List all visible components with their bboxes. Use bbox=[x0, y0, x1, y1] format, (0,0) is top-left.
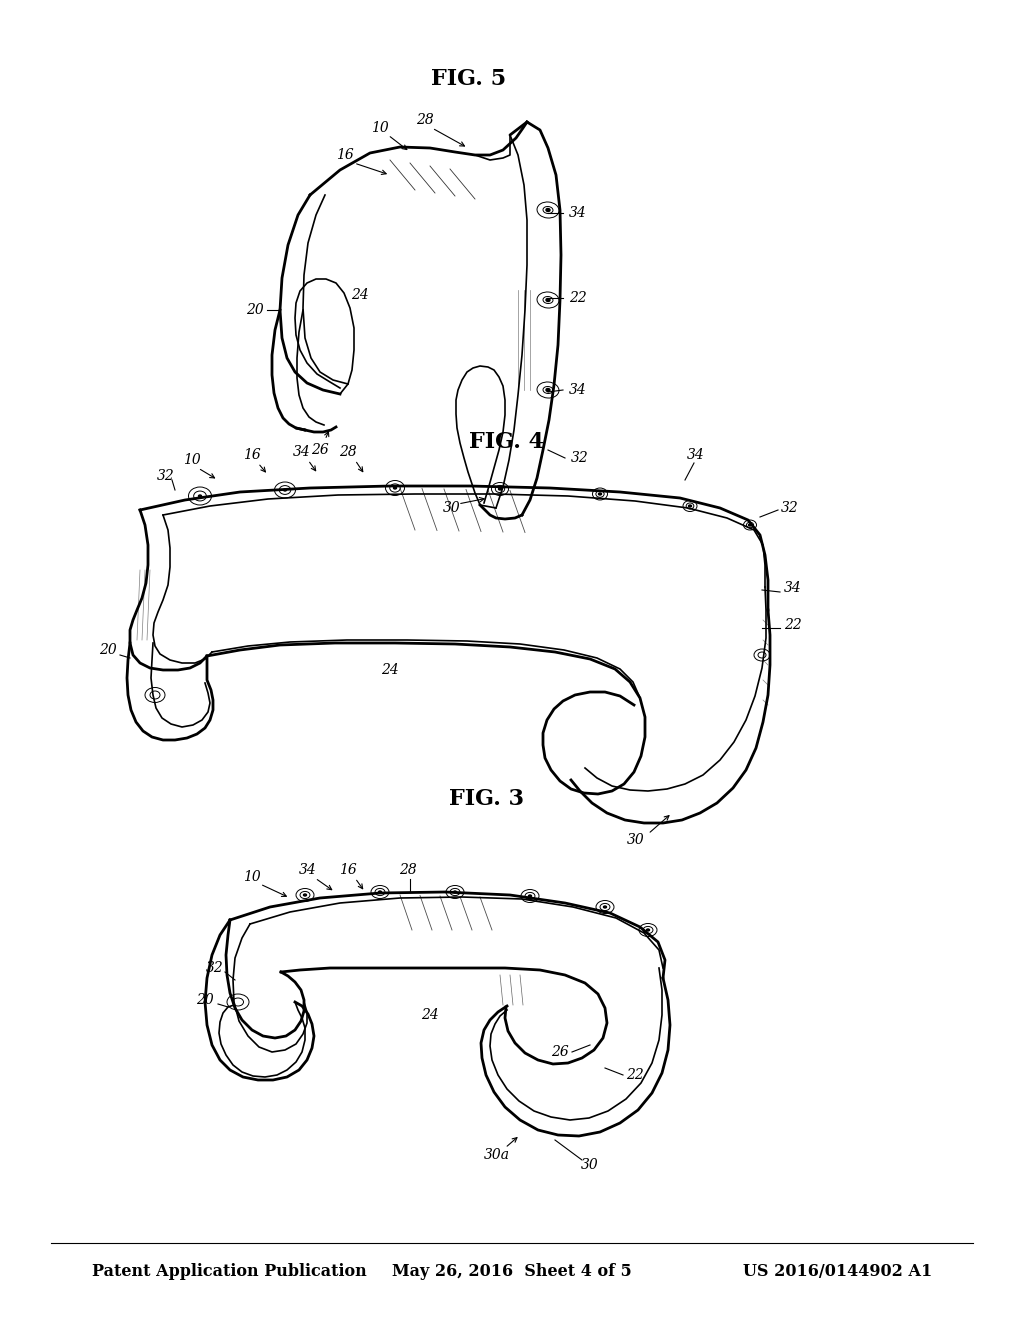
Text: 26: 26 bbox=[311, 444, 329, 457]
Text: 22: 22 bbox=[626, 1068, 644, 1082]
Ellipse shape bbox=[303, 894, 306, 896]
Text: 10: 10 bbox=[243, 870, 261, 884]
Text: 22: 22 bbox=[784, 618, 802, 632]
Text: FIG. 5: FIG. 5 bbox=[431, 69, 507, 90]
Text: 34: 34 bbox=[687, 447, 705, 462]
Ellipse shape bbox=[379, 891, 382, 894]
Ellipse shape bbox=[546, 298, 550, 301]
Text: 32: 32 bbox=[781, 502, 799, 515]
Text: 26: 26 bbox=[551, 1045, 569, 1059]
Text: 30: 30 bbox=[443, 502, 461, 515]
Ellipse shape bbox=[546, 209, 550, 211]
Text: May 26, 2016  Sheet 4 of 5: May 26, 2016 Sheet 4 of 5 bbox=[392, 1263, 632, 1280]
Ellipse shape bbox=[528, 895, 531, 898]
Text: 30a: 30a bbox=[484, 1148, 510, 1162]
Text: 16: 16 bbox=[243, 447, 261, 462]
Text: 24: 24 bbox=[381, 663, 399, 677]
Text: 20: 20 bbox=[197, 993, 214, 1007]
Text: US 2016/0144902 A1: US 2016/0144902 A1 bbox=[742, 1263, 932, 1280]
Text: 20: 20 bbox=[99, 643, 117, 657]
Ellipse shape bbox=[284, 488, 287, 491]
Text: 16: 16 bbox=[339, 863, 357, 876]
Text: Patent Application Publication: Patent Application Publication bbox=[92, 1263, 367, 1280]
Text: FIG. 3: FIG. 3 bbox=[449, 788, 524, 809]
Text: 34: 34 bbox=[293, 445, 311, 459]
Text: 28: 28 bbox=[339, 445, 357, 459]
Text: 34: 34 bbox=[784, 581, 802, 595]
Text: 20: 20 bbox=[246, 304, 264, 317]
Ellipse shape bbox=[546, 388, 550, 392]
Ellipse shape bbox=[499, 488, 502, 490]
Text: FIG. 4: FIG. 4 bbox=[469, 432, 545, 453]
Text: 30: 30 bbox=[582, 1158, 599, 1172]
Text: 34: 34 bbox=[569, 383, 587, 397]
Ellipse shape bbox=[749, 524, 752, 525]
Ellipse shape bbox=[688, 506, 691, 507]
Text: 16: 16 bbox=[336, 148, 354, 162]
Text: 32: 32 bbox=[571, 451, 589, 465]
Text: 24: 24 bbox=[351, 288, 369, 302]
Text: 22: 22 bbox=[569, 290, 587, 305]
Text: 34: 34 bbox=[299, 863, 316, 876]
Text: 32: 32 bbox=[206, 961, 224, 975]
Ellipse shape bbox=[199, 495, 202, 498]
Text: 28: 28 bbox=[399, 863, 417, 876]
Text: 10: 10 bbox=[183, 453, 201, 467]
Ellipse shape bbox=[393, 487, 396, 488]
Text: 24: 24 bbox=[421, 1008, 439, 1022]
Ellipse shape bbox=[603, 906, 606, 908]
Text: 28: 28 bbox=[416, 114, 434, 127]
Ellipse shape bbox=[598, 492, 601, 495]
Text: 30: 30 bbox=[627, 833, 645, 847]
Text: 32: 32 bbox=[157, 469, 175, 483]
Text: 10: 10 bbox=[371, 121, 389, 135]
Text: 34: 34 bbox=[569, 206, 587, 220]
Ellipse shape bbox=[646, 929, 649, 931]
Ellipse shape bbox=[454, 891, 457, 894]
